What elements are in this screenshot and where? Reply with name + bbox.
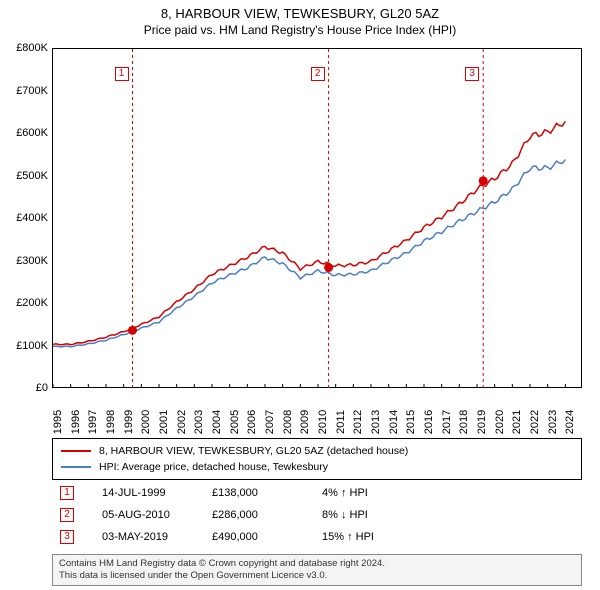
x-tick-label: 2009	[299, 410, 311, 434]
event-pct: 8% ↓ HPI	[322, 504, 442, 526]
y-tick-label: £0	[36, 382, 48, 394]
event-marker-box: 1	[60, 486, 74, 500]
x-tick-label: 1996	[70, 410, 82, 434]
chart-subtitle: Price paid vs. HM Land Registry's House …	[0, 21, 600, 41]
legend-label: HPI: Average price, detached house, Tewk…	[99, 459, 328, 475]
event-pct: 4% ↑ HPI	[322, 482, 442, 504]
legend-item: HPI: Average price, detached house, Tewk…	[61, 459, 573, 475]
x-tick-label: 2018	[458, 410, 470, 434]
x-tick-label: 2000	[140, 410, 152, 434]
event-row: 2 05-AUG-2010 £286,000 8% ↓ HPI	[52, 504, 582, 526]
x-tick-label: 2016	[423, 410, 435, 434]
x-tick-label: 2001	[158, 410, 170, 434]
x-tick-label: 2010	[317, 410, 329, 434]
chart-plot-area: 1 2 3	[52, 48, 582, 388]
event-price: £286,000	[212, 504, 322, 526]
x-tick-label: 1998	[105, 410, 117, 434]
chart-marker-box: 1	[115, 67, 129, 81]
x-tick-label: 2011	[335, 410, 347, 434]
event-price: £138,000	[212, 482, 322, 504]
x-tick-label: 2015	[405, 410, 417, 434]
event-marker-box: 3	[60, 530, 74, 544]
x-tick-label: 2003	[193, 410, 205, 434]
event-pct: 15% ↑ HPI	[322, 526, 442, 548]
x-tick-label: 2006	[246, 410, 258, 434]
event-marker-box: 2	[60, 508, 74, 522]
legend-item: 8, HARBOUR VIEW, TEWKESBURY, GL20 5AZ (d…	[61, 443, 573, 459]
x-tick-label: 2012	[352, 410, 364, 434]
legend-swatch	[61, 450, 91, 452]
x-tick-label: 2021	[511, 410, 523, 434]
chart-marker-box: 2	[311, 67, 325, 81]
footer-line: Contains HM Land Registry data © Crown c…	[59, 558, 575, 570]
x-tick-label: 2002	[176, 410, 188, 434]
x-axis: 1995 1996 1997 1998 1999 2000 2001 2002 2003 2004…	[52, 388, 582, 438]
y-tick-label: £800K	[16, 42, 48, 54]
x-tick-label: 2008	[282, 410, 294, 434]
event-row: 3 03-MAY-2019 £490,000 15% ↑ HPI	[52, 526, 582, 548]
x-tick-label: 2007	[264, 410, 276, 434]
y-tick-label: £400K	[16, 212, 48, 224]
event-date: 05-AUG-2010	[102, 504, 212, 526]
x-tick-label: 1999	[123, 410, 135, 434]
x-tick-label: 2023	[547, 410, 559, 434]
x-tick-label: 1997	[87, 410, 99, 434]
x-tick-label: 2017	[441, 410, 453, 434]
x-tick-label: 2019	[476, 410, 488, 434]
y-axis: £0£100K£200K£300K£400K£500K£600K£700K£80…	[0, 48, 52, 388]
x-tick-label: 2013	[370, 410, 382, 434]
x-tick-label: 2020	[494, 410, 506, 434]
x-tick-label: 2005	[229, 410, 241, 434]
footer-line: This data is licensed under the Open Gov…	[59, 570, 575, 582]
x-tick-label: 2004	[211, 410, 223, 434]
y-tick-label: £700K	[16, 85, 48, 97]
footer-attribution: Contains HM Land Registry data © Crown c…	[52, 554, 582, 586]
x-tick-label: 1995	[52, 410, 64, 434]
chart-container: 8, HARBOUR VIEW, TEWKESBURY, GL20 5AZ Pr…	[0, 0, 600, 590]
chart-title: 8, HARBOUR VIEW, TEWKESBURY, GL20 5AZ	[0, 0, 600, 21]
legend-swatch	[61, 466, 91, 468]
legend: 8, HARBOUR VIEW, TEWKESBURY, GL20 5AZ (d…	[52, 438, 582, 480]
events-table: 1 14-JUL-1999 £138,000 4% ↑ HPI 2 05-AUG…	[52, 482, 582, 548]
x-tick-label: 2014	[388, 410, 400, 434]
event-price: £490,000	[212, 526, 322, 548]
y-tick-label: £600K	[16, 127, 48, 139]
legend-label: 8, HARBOUR VIEW, TEWKESBURY, GL20 5AZ (d…	[99, 443, 408, 459]
y-tick-label: £500K	[16, 170, 48, 182]
x-tick-label: 2022	[529, 410, 541, 434]
event-date: 03-MAY-2019	[102, 526, 212, 548]
chart-marker-box: 3	[465, 67, 479, 81]
event-date: 14-JUL-1999	[102, 482, 212, 504]
x-tick-label: 2024	[564, 410, 576, 434]
y-tick-label: £300K	[16, 255, 48, 267]
y-tick-label: £200K	[16, 297, 48, 309]
event-row: 1 14-JUL-1999 £138,000 4% ↑ HPI	[52, 482, 582, 504]
y-tick-label: £100K	[16, 340, 48, 352]
